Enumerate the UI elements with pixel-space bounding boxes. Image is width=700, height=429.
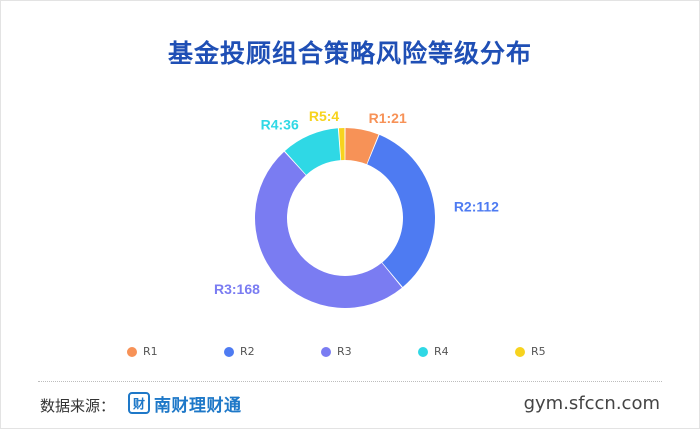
data-label-r3: R3:168 bbox=[214, 281, 260, 297]
legend-marker-r5 bbox=[515, 346, 525, 357]
legend-marker-r1 bbox=[127, 346, 137, 357]
website-link[interactable]: gym.sfccn.com bbox=[523, 393, 660, 414]
logo-text: 南财理财通 bbox=[154, 395, 242, 416]
legend-item-r1[interactable]: R1 bbox=[127, 345, 158, 358]
data-label-r2: R2:112 bbox=[454, 199, 499, 215]
chart-title: 基金投顾组合策略风险等级分布 bbox=[167, 39, 532, 68]
data-label-r5: R5:4 bbox=[309, 108, 340, 124]
slice-r2[interactable] bbox=[367, 134, 435, 288]
legend-item-r3[interactable]: R3 bbox=[321, 345, 352, 358]
footer-divider bbox=[38, 381, 662, 382]
legend-label-r4: R4 bbox=[434, 345, 449, 358]
data-label-r4: R4:36 bbox=[261, 116, 299, 132]
slice-r1[interactable] bbox=[345, 128, 379, 165]
legend-item-r4[interactable]: R4 bbox=[418, 345, 449, 358]
legend-marker-r4 bbox=[418, 346, 428, 357]
legend-label-r2: R2 bbox=[240, 345, 255, 358]
legend-label-r5: R5 bbox=[531, 345, 546, 358]
slice-r5[interactable] bbox=[338, 128, 345, 161]
slice-r4[interactable] bbox=[284, 128, 341, 175]
legend-label-r1: R1 bbox=[143, 345, 158, 358]
slice-r3[interactable] bbox=[254, 151, 402, 309]
legend-label-r3: R3 bbox=[337, 345, 352, 358]
logo-icon: 财 bbox=[128, 392, 150, 414]
legend-marker-r2 bbox=[224, 346, 234, 357]
legend-item-r2[interactable]: R2 bbox=[224, 345, 255, 358]
source-label: 数据来源： bbox=[40, 397, 116, 415]
legend-item-r5[interactable]: R5 bbox=[515, 345, 546, 358]
legend-marker-r3 bbox=[321, 346, 331, 357]
source-logo: 财 南财理财通 bbox=[128, 390, 242, 416]
legend: R1 R2 R3 R4 R5 bbox=[0, 345, 700, 365]
data-label-r1: R1:21 bbox=[369, 110, 407, 126]
